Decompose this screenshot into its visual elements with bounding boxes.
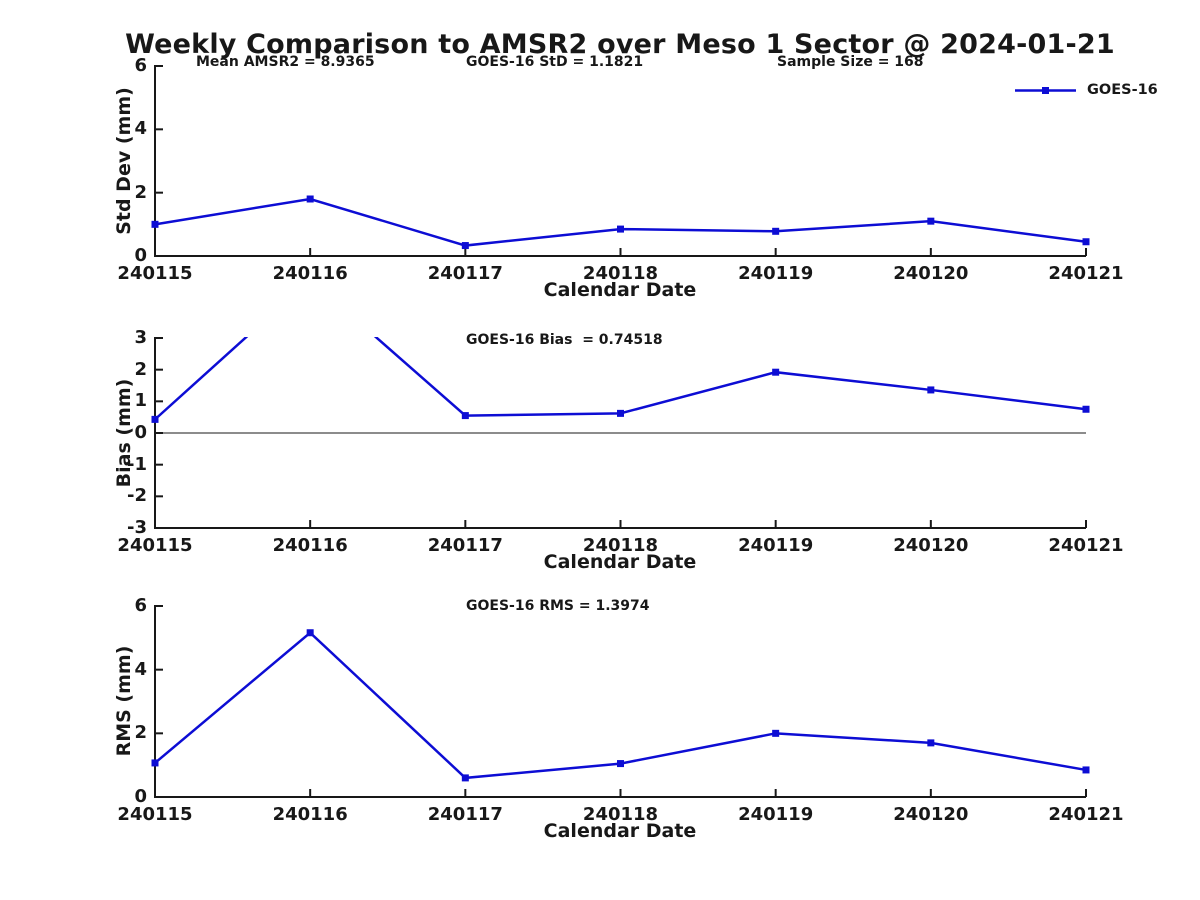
legend-line-sample-icon — [1015, 86, 1076, 94]
data-point-marker — [617, 760, 624, 768]
x-tick-label: 240121 — [1048, 535, 1124, 556]
data-point-marker — [617, 409, 624, 417]
y-tick-label: 0 — [134, 245, 147, 266]
x-tick-label: 240118 — [582, 263, 659, 284]
data-point-marker — [927, 739, 935, 747]
data-point-marker — [461, 412, 469, 420]
data-point-marker — [772, 368, 780, 376]
x-tick-label: 240117 — [427, 535, 503, 556]
x-tick-label: 240116 — [272, 535, 348, 556]
y-tick-label: 6 — [134, 595, 147, 616]
x-tick-label: 240119 — [738, 263, 814, 284]
data-point-marker — [306, 629, 314, 637]
data-point-marker — [461, 774, 469, 782]
x-tick-label: 240120 — [893, 263, 969, 284]
data-point-marker — [461, 242, 469, 250]
legend: GOES-16 — [1014, 82, 1158, 98]
annotation-goes16-std: GOES-16 StD = 1.1821 — [466, 54, 644, 70]
annotation-goes16-rms: GOES-16 RMS = 1.3974 — [466, 598, 650, 614]
data-point-marker — [1082, 238, 1090, 246]
x-tick-label: 240118 — [582, 535, 659, 556]
data-point-marker — [772, 729, 780, 737]
data-point-marker — [617, 225, 624, 233]
data-point-marker — [927, 217, 935, 225]
x-axis-label-1: Calendar Date — [543, 279, 697, 301]
y-axis-label-stddev: Std Dev (mm) — [113, 87, 135, 235]
x-axis-label-3: Calendar Date — [543, 820, 697, 842]
series-line-goes-16 — [154, 197, 1087, 247]
y-tick-label: -2 — [127, 485, 147, 507]
x-tick-label: 240121 — [1048, 263, 1124, 284]
x-tick-label: 240116 — [272, 263, 348, 284]
y-tick-label: 1 — [134, 390, 147, 412]
x-tick-label: 240119 — [738, 535, 814, 556]
data-point-marker — [151, 220, 159, 228]
x-tick-label: 240119 — [738, 804, 814, 825]
x-tick-label: 240120 — [893, 804, 969, 825]
y-tick-label: 4 — [134, 658, 147, 680]
data-point-marker — [151, 759, 159, 767]
y-tick-label: 6 — [134, 55, 147, 76]
annotation-goes16-bias: GOES-16 Bias = 0.74518 — [466, 332, 663, 348]
x-tick-label: 240118 — [582, 804, 659, 825]
data-point-marker — [306, 195, 314, 203]
x-tick-label: 240117 — [427, 263, 503, 284]
x-axis-label-2: Calendar Date — [543, 551, 697, 573]
data-point-marker — [1082, 405, 1090, 413]
x-tick-label: 240115 — [117, 535, 193, 556]
y-tick-label: -3 — [127, 517, 147, 538]
x-tick-label: 240116 — [272, 804, 348, 825]
y-tick-label: 3 — [134, 327, 147, 348]
data-point-marker — [1082, 766, 1090, 774]
series-line-goes-16 — [154, 631, 1087, 780]
x-tick-label: 240115 — [117, 804, 193, 825]
x-tick-label: 240120 — [893, 535, 969, 556]
legend-label: GOES-16 — [1087, 82, 1158, 98]
chart-title: Weekly Comparison to AMSR2 over Meso 1 S… — [125, 29, 1115, 60]
axis-frame — [154, 605, 1086, 798]
data-point-marker — [927, 386, 935, 394]
annotation-sample-size: Sample Size = 168 — [777, 54, 924, 70]
y-tick-label: -1 — [127, 453, 147, 475]
data-point-marker — [772, 227, 780, 235]
y-tick-label: 0 — [134, 422, 147, 443]
y-tick-label: 2 — [134, 358, 147, 380]
y-tick-label: 4 — [134, 118, 147, 140]
data-point-marker — [151, 415, 159, 423]
x-tick-label: 240121 — [1048, 804, 1124, 825]
y-tick-label: 0 — [134, 786, 147, 807]
x-tick-label: 240115 — [117, 263, 193, 284]
y-tick-label: 2 — [134, 722, 147, 744]
annotation-mean-amsr2: Mean AMSR2 = 8.9365 — [196, 54, 375, 70]
x-tick-label: 240117 — [427, 804, 503, 825]
y-tick-label: 2 — [134, 181, 147, 203]
